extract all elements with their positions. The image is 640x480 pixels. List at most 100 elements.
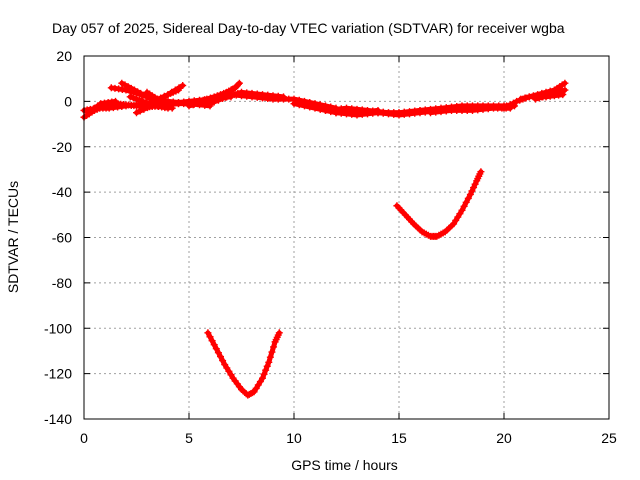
data-point xyxy=(206,100,214,108)
data-point xyxy=(214,96,222,104)
data-point xyxy=(322,105,329,113)
data-point xyxy=(270,343,278,351)
data-point xyxy=(470,184,478,192)
data-point xyxy=(210,98,218,106)
series-0 xyxy=(80,79,569,121)
y-tick-label: -120 xyxy=(44,366,72,382)
y-tick-label: 20 xyxy=(56,48,72,64)
data-point xyxy=(129,94,137,102)
data-point xyxy=(219,357,227,365)
data-point xyxy=(468,187,476,195)
y-tick-label: -100 xyxy=(44,320,72,336)
data-point xyxy=(557,87,565,95)
y-tick-label: -140 xyxy=(44,411,72,427)
data-point xyxy=(223,93,231,101)
data-point xyxy=(471,180,479,188)
data-point xyxy=(133,95,140,103)
data-point xyxy=(306,103,314,111)
data-point xyxy=(210,341,218,349)
x-tick-label: 15 xyxy=(391,430,407,446)
data-point xyxy=(217,353,224,361)
data-point xyxy=(466,190,474,198)
data-point xyxy=(231,84,239,92)
data-point xyxy=(301,102,308,110)
x-axis: 0 5 10 15 20 25 xyxy=(80,56,617,446)
data-point xyxy=(513,97,521,105)
data-point xyxy=(199,96,207,104)
data-point xyxy=(206,333,214,341)
data-point xyxy=(136,107,144,115)
data-point xyxy=(126,93,134,101)
data-point xyxy=(204,329,212,337)
data-point xyxy=(462,198,470,206)
series-1 xyxy=(204,329,283,399)
y-tick-label: -80 xyxy=(52,275,72,291)
data-point xyxy=(140,105,148,113)
data-point xyxy=(235,79,243,87)
data-point xyxy=(268,348,276,356)
plot-area xyxy=(80,79,569,399)
data-point xyxy=(147,102,155,110)
y-tick-label: -60 xyxy=(52,230,72,246)
series-2 xyxy=(393,168,485,240)
data-point xyxy=(260,370,268,378)
data-point xyxy=(561,79,569,87)
data-point xyxy=(219,95,227,103)
data-point xyxy=(214,349,222,357)
data-point xyxy=(208,337,216,345)
data-point xyxy=(133,109,140,117)
data-point xyxy=(295,101,303,109)
x-tick-label: 25 xyxy=(601,430,617,446)
data-point xyxy=(212,345,220,353)
data-point xyxy=(535,94,543,102)
data-point xyxy=(249,389,257,397)
data-point xyxy=(546,91,554,99)
chart-title: Day 057 of 2025, Sidereal Day-to-day VTE… xyxy=(52,20,565,36)
data-point xyxy=(327,107,335,115)
data-point xyxy=(136,96,144,104)
x-tick-label: 5 xyxy=(185,430,193,446)
y-axis-label: SDTVAR / TECUs xyxy=(5,181,21,293)
y-tick-label: -20 xyxy=(52,139,72,155)
data-point xyxy=(149,97,157,105)
data-point xyxy=(543,92,551,100)
data-point xyxy=(175,86,182,94)
data-point xyxy=(139,97,147,105)
data-point xyxy=(521,94,529,102)
data-point xyxy=(554,88,562,96)
data-point xyxy=(550,89,558,97)
x-tick-label: 10 xyxy=(286,430,302,446)
data-point xyxy=(196,97,203,105)
data-point xyxy=(458,206,466,214)
data-point xyxy=(460,202,468,210)
data-point xyxy=(275,329,283,337)
data-point xyxy=(144,104,152,112)
data-point xyxy=(477,168,485,176)
data-point xyxy=(153,96,161,104)
data-point xyxy=(316,104,324,112)
data-point xyxy=(311,102,319,110)
data-point xyxy=(464,194,472,202)
data-point xyxy=(179,81,187,89)
x-tick-label: 20 xyxy=(496,430,512,446)
data-point xyxy=(263,362,271,370)
data-point xyxy=(112,97,119,105)
data-point xyxy=(160,92,168,100)
data-point xyxy=(142,99,150,107)
data-point xyxy=(157,94,165,102)
data-point xyxy=(561,86,569,94)
data-point xyxy=(525,93,533,101)
data-point xyxy=(262,366,270,374)
data-point xyxy=(259,374,266,382)
data-point xyxy=(290,100,298,108)
y-tick-label: 0 xyxy=(64,93,72,109)
data-point xyxy=(266,353,274,361)
data-point xyxy=(203,95,211,103)
y-tick-label: -40 xyxy=(52,184,72,200)
data-point xyxy=(532,95,539,103)
data-point xyxy=(539,93,547,101)
x-tick-label: 0 xyxy=(80,430,88,446)
data-point xyxy=(517,95,525,103)
y-axis: 20 0 -20 -40 -60 -80 -100 -120 -140 xyxy=(44,48,609,427)
